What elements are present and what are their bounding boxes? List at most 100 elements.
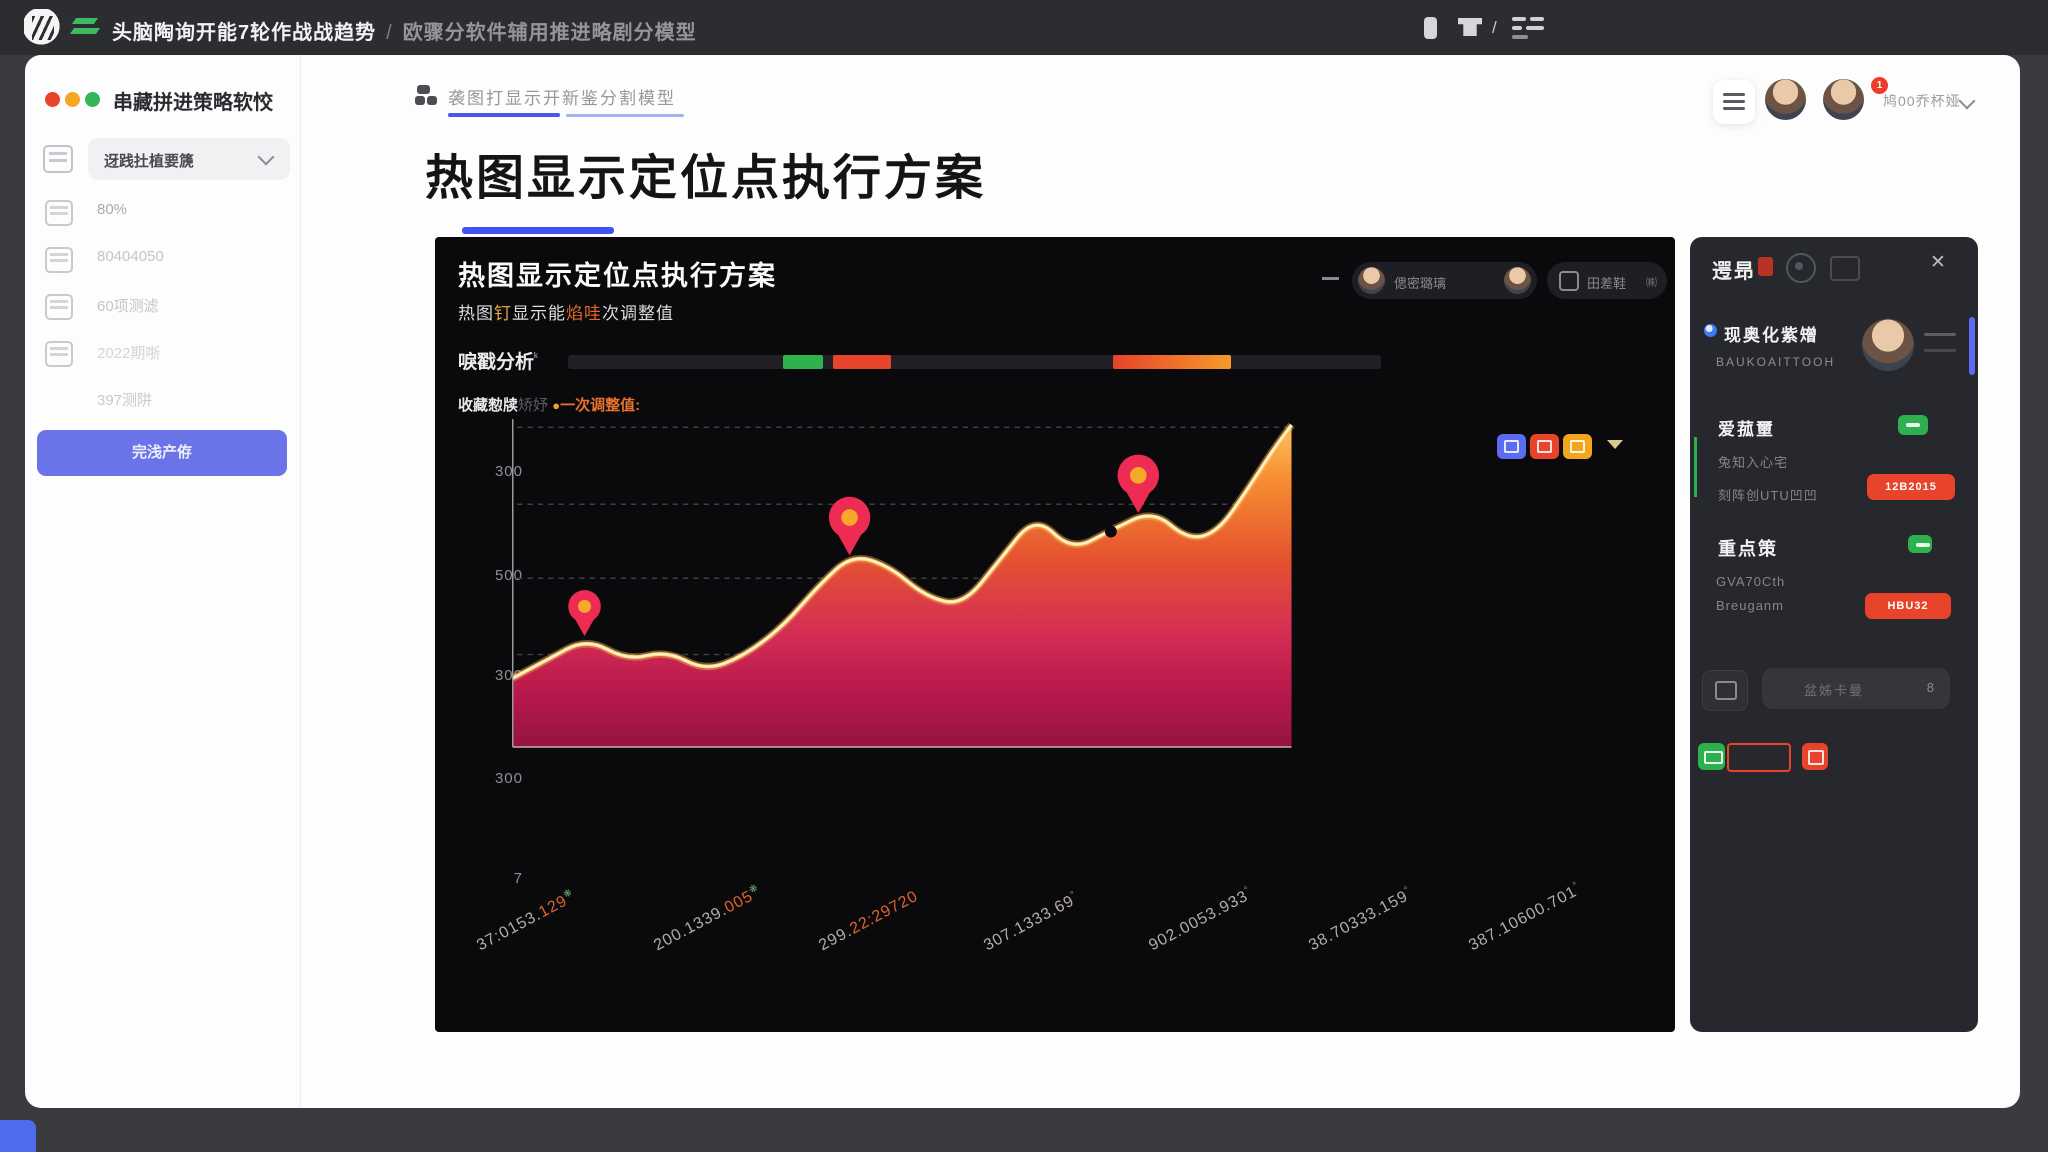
settings-sliders-icon[interactable] xyxy=(1512,16,1544,40)
sidebar-item-label: 397测阱 xyxy=(97,392,153,409)
notification-badge: 1 xyxy=(1871,77,1888,94)
chevron-down-icon xyxy=(257,148,275,166)
user-chevron-down-icon[interactable] xyxy=(1958,92,1976,110)
section2-title: 爱菰壐 xyxy=(1718,420,1775,439)
chart-legend: 收藏愸牍矫妤 ●一次调整值: xyxy=(458,394,640,415)
avatar[interactable] xyxy=(1823,79,1864,120)
print-tray-icon[interactable] xyxy=(1458,18,1482,36)
sidebar-item-icon xyxy=(45,247,73,273)
y-axis-tick-label: 300 xyxy=(494,770,523,787)
analysis-segment xyxy=(1113,355,1231,369)
breadcrumb-cube-icon xyxy=(415,85,437,105)
share-icon xyxy=(1559,271,1579,291)
section2-action-button[interactable]: 12B2015 xyxy=(1867,474,1955,500)
sidebar-item-icon xyxy=(45,341,73,367)
subtitle-part-accent: 钉 xyxy=(494,304,512,323)
app-logo-icon[interactable] xyxy=(24,9,62,47)
section2-toggle[interactable] xyxy=(1898,415,1928,435)
traffic-light-green[interactable] xyxy=(85,92,100,107)
breadcrumb[interactable]: 袭图打显示开新鉴分割模型 xyxy=(448,89,676,108)
section3-title: 重点策 xyxy=(1718,539,1778,559)
sidebar-item-icon xyxy=(45,200,73,226)
blue-chart-button[interactable] xyxy=(1497,434,1526,459)
sidebar-dropdown[interactable]: 迓践扗植要篪 xyxy=(88,138,290,180)
avatar[interactable] xyxy=(1862,319,1914,371)
search-suffix: 8 xyxy=(1926,680,1934,695)
page-title: 热图显示定位点执行方案 xyxy=(425,152,987,205)
red-flag-icon xyxy=(1758,257,1773,276)
status-dot-icon xyxy=(1704,324,1717,337)
location-pin-icon[interactable] xyxy=(828,496,871,556)
strategy-search-input[interactable]: 盆姊卡曼 8 xyxy=(1762,668,1950,709)
delete-icon-button[interactable] xyxy=(1802,743,1828,770)
traffic-light-yellow[interactable] xyxy=(65,92,80,107)
share-pill[interactable]: 田差鞋 ㈱ xyxy=(1547,262,1667,299)
sidebar-item-icon xyxy=(45,294,73,320)
legend-dot-icon: ● xyxy=(552,398,561,413)
avatar[interactable] xyxy=(1765,79,1806,120)
search-placeholder: 盆姊卡曼 xyxy=(1804,683,1865,698)
green-check-icon xyxy=(69,15,101,39)
panel-subtitle: 热图钉显示能焰哇次调整值 xyxy=(458,299,674,324)
yellow-chart-button[interactable] xyxy=(1563,434,1592,459)
close-icon[interactable]: ✕ xyxy=(1930,252,1946,273)
sidebar-item[interactable]: 397测阱 xyxy=(40,386,290,420)
analysis-label: 唳戳分析ᵏ xyxy=(458,351,538,373)
subtitle-part-accent: 焰哇 xyxy=(566,304,602,323)
user-name[interactable]: 鸠00乔杯娅 xyxy=(1883,93,1961,109)
menu-list-icon xyxy=(43,145,73,173)
sidebar-item[interactable]: 60项测滤 xyxy=(40,292,290,326)
topbar-separator: / xyxy=(386,22,393,44)
section3-line2: Breuganm xyxy=(1716,598,1784,613)
right-settings-panel: 遌昻 ✕ 现奥化紫矰 BAUKOAITTOOH 爱菰壐 兔知入心宅 刻阵创UTU… xyxy=(1690,237,1978,1032)
globe-icon-button[interactable] xyxy=(1786,253,1816,283)
swap-icon-button[interactable] xyxy=(1698,743,1725,770)
sidebar-primary-button[interactable]: 完浅产侟 xyxy=(37,430,287,476)
sidebar-item-label: 2022期哳 xyxy=(97,345,161,362)
highlighted-input[interactable] xyxy=(1727,743,1791,772)
heatmap-chart xyxy=(510,419,1295,748)
hamburger-menu-button[interactable] xyxy=(1713,80,1755,124)
collaborators-pill[interactable]: 偲密璐璃 xyxy=(1352,262,1537,299)
sidebar-item[interactable]: 80% xyxy=(40,198,290,232)
sidebar-item-label: 80404050 xyxy=(97,248,164,265)
breadcrumb-underline-light xyxy=(566,114,684,117)
grid-icon-button[interactable] xyxy=(1702,670,1748,711)
panel-scrollbar[interactable] xyxy=(1969,317,1975,375)
subtitle-part: 热图 xyxy=(458,304,494,323)
sidebar-dropdown-label: 迓践扗植要篪 xyxy=(104,153,195,170)
traffic-light-red[interactable] xyxy=(45,92,60,107)
pill-suffix: ㈱ xyxy=(1646,277,1657,289)
marker-dot xyxy=(1104,525,1117,538)
sidebar-item[interactable]: 2022期哳 xyxy=(40,339,290,373)
collapse-dash-icon[interactable] xyxy=(1322,277,1339,280)
avatar xyxy=(1358,267,1385,294)
section3-action-button[interactable]: HBU32 xyxy=(1865,593,1951,619)
green-accent-bar xyxy=(1694,437,1697,497)
pill-label: 偲密璐璃 xyxy=(1394,276,1447,291)
legend-part-faint: 矫妤 xyxy=(518,397,549,414)
os-topbar: 头脑陶询开能7轮作战战趋势 / 欧骤分软件辅用推进略剧分模型 / xyxy=(0,0,2048,55)
chart-caret-down-icon[interactable] xyxy=(1607,440,1623,449)
sidebar-item[interactable]: 80404050 xyxy=(40,245,290,279)
section3-toggle[interactable] xyxy=(1908,535,1932,553)
red-chart-button[interactable] xyxy=(1530,434,1559,459)
section2-line2: 刻阵创UTU凹凹 xyxy=(1718,488,1818,503)
location-pin-icon[interactable] xyxy=(568,590,601,637)
topbar-title: 头脑陶询开能7轮作战战趋势 / 欧骤分软件辅用推进略剧分模型 xyxy=(112,16,697,45)
analysis-superscript: ᵏ xyxy=(534,351,538,364)
location-pin-icon[interactable] xyxy=(1117,454,1160,514)
legend-part: 收藏愸牍 xyxy=(458,397,519,414)
image-icon-button[interactable] xyxy=(1830,256,1860,281)
pill-label: 田差鞋 xyxy=(1587,276,1627,291)
battery-icon[interactable] xyxy=(1424,17,1437,39)
heatmap-panel: 热图显示定位点执行方案 热图钉显示能焰哇次调整值 偲密璐璃 田差鞋 ㈱ 唳戳分析… xyxy=(435,237,1675,1032)
y-axis-tick-label: 7 xyxy=(513,870,523,887)
section1-title: 现奥化紫矰 xyxy=(1724,326,1819,345)
section3-line1: GVA70Cth xyxy=(1716,574,1786,589)
analysis-progress-track[interactable] xyxy=(568,355,1381,369)
section2-line1: 兔知入心宅 xyxy=(1718,455,1789,470)
panel-title: 热图显示定位点执行方案 xyxy=(458,261,777,291)
section1-subtitle: BAUKOAITTOOH xyxy=(1716,355,1836,369)
